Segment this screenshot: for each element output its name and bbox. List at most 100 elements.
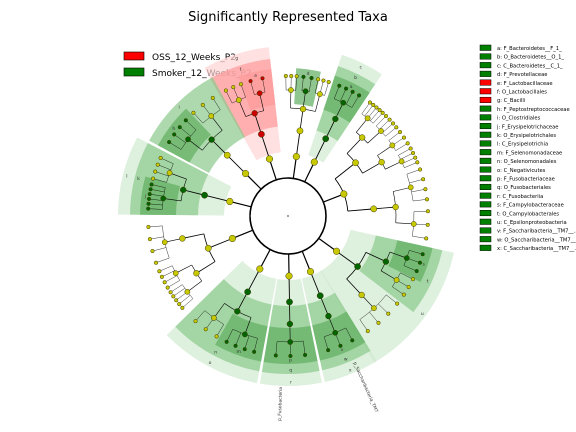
family-node [302,88,309,95]
genus-branch [225,90,233,104]
taxa-legend-swatch-g [479,96,492,103]
genus-node [415,160,420,165]
genus-node [386,311,391,316]
clade-letter-v: v [341,348,344,353]
order-node [299,105,307,113]
clade-letters: g c u x r o l f b t w q n k i e d a s v p m j h [126,57,428,386]
phylum-node [226,197,234,206]
genus-node [425,222,430,227]
taxa-legend-swatch-a [479,44,492,51]
phylum-node [228,234,236,243]
family-node [403,255,410,261]
genus-node [387,117,392,122]
genus-node [193,319,198,324]
genus-node [421,177,426,182]
order-branch [365,251,387,263]
family-branch [163,198,182,202]
genus-node [413,155,418,160]
order-branch [362,161,382,174]
phylum-node [310,158,318,166]
genus-branch [149,198,163,201]
genus-node [174,298,179,303]
taxa-legend-swatch-r [479,192,492,199]
family-node [184,288,191,295]
genus-node [233,343,238,348]
genus-node [231,85,236,90]
genus-node [294,74,299,79]
cladogram-nodes [146,73,430,359]
genus-node [337,83,342,88]
phylum-node [332,247,341,255]
genus-branch [151,184,166,188]
genus-node [410,277,415,282]
genus-branch [152,247,167,252]
taxa-legend-swatch-s [479,201,492,208]
genus-node [148,187,153,192]
family-node [287,339,294,345]
taxa-legend-swatch-k [479,131,492,138]
order-node [325,312,332,320]
genus-node [162,280,167,285]
genus-node [390,121,396,126]
genus-branch [398,148,411,156]
genus-node [414,269,419,274]
genus-branch [409,250,423,255]
genus-branch [240,84,246,98]
genus-node [157,269,162,274]
family-node [208,113,215,119]
class-node [322,135,330,143]
order-branch [319,295,329,317]
phylum-branch [232,229,253,240]
order-branch [236,291,248,312]
group-legend: OSS_12_Weeks_P2 Smoker_12_Weeks_P2 [123,51,252,79]
genus-node [380,110,385,115]
clade-letter-b: b [354,75,357,81]
genus-node [150,249,155,254]
genus-node [344,86,349,91]
taxa-legend-label-l: l: C_Erysipelotrichia [497,142,548,148]
clade-shade-h [157,108,211,163]
phylum-branch [245,173,262,190]
genus-branch [409,179,424,184]
order-branch [325,118,336,139]
genus-branch [351,95,360,108]
genus-branch [159,265,173,272]
family-node [235,97,242,103]
clade-letter-c: c [360,65,363,70]
order-branch [346,137,363,154]
genus-node [155,162,160,167]
taxa-legend-swatch-v [479,227,492,234]
genus-node [303,352,308,358]
genus-node [395,301,400,306]
clade-shade-a [323,75,370,123]
family-branch [393,187,411,192]
genus-node [301,74,306,79]
clade-letter-m: m [237,350,241,355]
clade-letter-t: t [427,279,429,285]
order-branch [182,233,204,239]
phylum-node [306,268,315,276]
phylum-node [256,265,264,273]
order-node [179,235,186,242]
clade-letter-r: r [290,379,292,385]
genus-node [223,88,228,93]
genus-branch [185,120,197,131]
order-node [286,320,294,328]
genus-branch [195,310,205,322]
class-branch [204,194,230,202]
phylum-node [265,155,274,163]
taxa-legend-label-e: e: F_Lactobacillaceae [497,81,553,87]
genus-node [168,290,173,295]
genus-node [273,353,278,358]
taxa-legend-swatch-f [479,88,492,95]
clade-letter-j: j [144,193,146,199]
family-branch [259,93,265,111]
taxa-legend-label-c: c: C_Bacteroidetes__C_1_ [497,63,563,69]
genus-node [326,348,331,353]
family-node [288,87,294,93]
clade-letter-a: a [350,85,353,90]
family-node [211,315,217,321]
genus-branch [323,336,329,351]
